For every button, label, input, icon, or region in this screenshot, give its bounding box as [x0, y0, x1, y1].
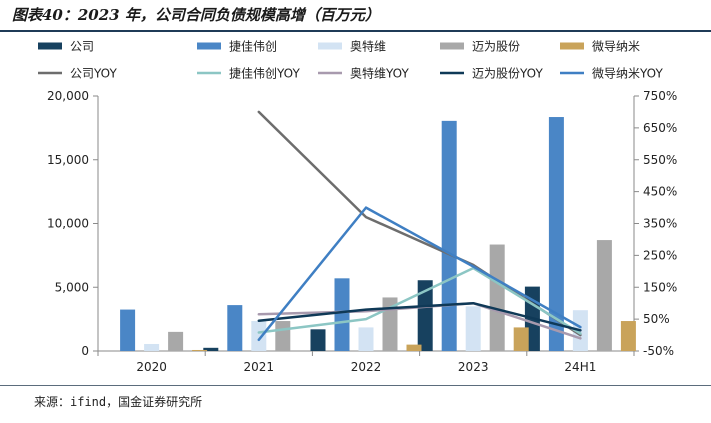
legend-label-迈为股份: 迈为股份 — [472, 40, 520, 54]
figure-title: 图表40：2023 年，公司合同负债规模高增（百万元） — [12, 6, 380, 24]
line-迈为股份yoy — [257, 301, 582, 332]
legend-label-奥特维yoy: 奥特维YOY — [350, 66, 409, 81]
legend-swatch-公司 — [38, 42, 62, 50]
bar-捷佳伟创-2020 — [120, 309, 136, 351]
x-tick-label-2022: 2022 — [351, 360, 382, 374]
x-tick-label-2021: 2021 — [244, 360, 275, 374]
legend-label-公司: 公司 — [70, 40, 94, 54]
bar-微导纳米-2022 — [406, 344, 422, 351]
legend-swatch-奥特维 — [318, 42, 342, 50]
y-left-tick-label: 0 — [81, 344, 89, 358]
y-right-tick-label: 150% — [643, 280, 677, 294]
bar-公司-2022 — [310, 329, 326, 351]
bar-捷佳伟创-2021 — [227, 305, 243, 351]
bar-奥特维-2020 — [144, 343, 160, 351]
y-left-tick-label: 5,000 — [55, 280, 89, 294]
x-tick-label-2020: 2020 — [136, 360, 167, 374]
legend-label-迈为股份yoy: 迈为股份YOY — [472, 67, 543, 81]
y-right-tick-label: 450% — [643, 185, 677, 199]
legend-label-奥特维: 奥特维 — [350, 39, 386, 54]
bar-奥特维-2021 — [251, 321, 267, 351]
x-tick-label-24h1: 24H1 — [564, 360, 596, 374]
legend-label-微导纳米: 微导纳米 — [592, 40, 640, 54]
y-right-tick-label: 550% — [643, 153, 677, 167]
y-right-tick-label: 50% — [643, 312, 670, 326]
legend-label-微导纳米yoy: 微导纳米YOY — [592, 67, 663, 81]
bar-微导纳米-24h1 — [620, 321, 636, 351]
y-right-tick-label: 750% — [643, 89, 677, 103]
y-right-tick-label: 650% — [643, 121, 677, 135]
line-微导纳米yoy — [257, 206, 582, 342]
bar-奥特维-2023 — [465, 306, 481, 351]
line-捷佳伟创yoy — [257, 266, 582, 335]
bar-迈为股份-2023 — [489, 244, 505, 351]
legend-swatch-迈为股份 — [440, 42, 464, 50]
bar-迈为股份-2021 — [275, 321, 291, 351]
bar-微导纳米-2020 — [192, 349, 208, 351]
y-right-tick-label: 250% — [643, 248, 677, 262]
bar-公司-2023 — [417, 280, 433, 351]
y-right-tick-label: 350% — [643, 217, 677, 231]
y-right-tick-label: -50% — [643, 344, 674, 358]
bar-迈为股份-2020 — [168, 331, 184, 351]
legend-swatch-捷佳伟创 — [197, 42, 221, 50]
bar-微导纳米-2023 — [513, 327, 529, 351]
source-rule — [0, 385, 711, 386]
legend-label-捷佳伟创: 捷佳伟创 — [229, 40, 277, 54]
legend-label-公司yoy: 公司YOY — [70, 67, 117, 81]
y-left-tick-label: 20,000 — [47, 89, 89, 103]
bar-公司-2021 — [203, 347, 219, 351]
bar-捷佳伟创-2022 — [334, 278, 350, 351]
bar-捷佳伟创-2023 — [441, 120, 457, 351]
bar-捷佳伟创-24h1 — [548, 117, 564, 351]
y-left-tick-label: 10,000 — [47, 217, 89, 231]
legend-label-捷佳伟创yoy: 捷佳伟创YOY — [229, 67, 300, 81]
title-rule — [0, 30, 711, 32]
source-note: 来源：ifind，国金证券研究所 — [34, 395, 203, 409]
y-left-tick-label: 15,000 — [47, 153, 89, 167]
bar-迈为股份-24h1 — [596, 240, 612, 351]
x-tick-label-2023: 2023 — [458, 360, 489, 374]
legend-swatch-微导纳米 — [560, 42, 584, 50]
bar-奥特维-2022 — [358, 327, 374, 351]
